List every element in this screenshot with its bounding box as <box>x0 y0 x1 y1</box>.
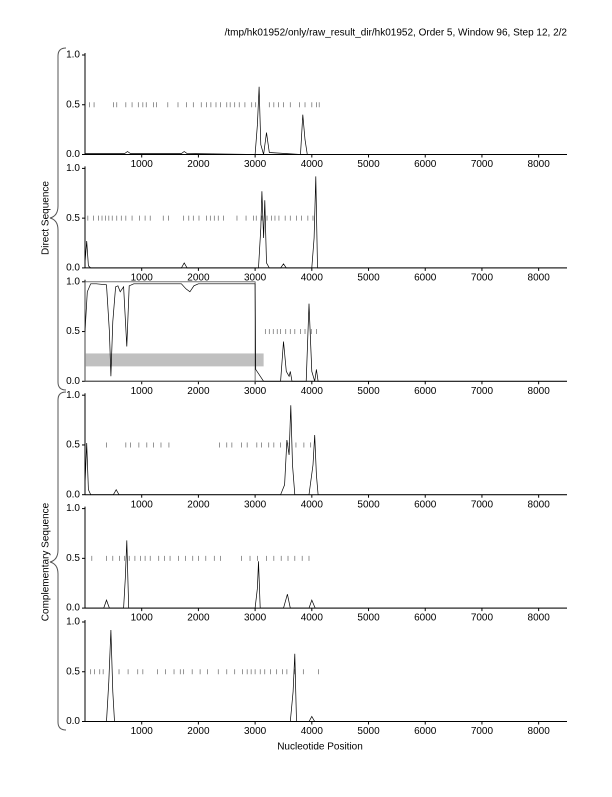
x-tick-label: 1000 <box>131 613 154 624</box>
x-tick-label: 3000 <box>244 273 267 284</box>
x-tick-label: 1000 <box>131 499 154 510</box>
x-tick-label: 4000 <box>301 613 324 624</box>
y-tick-label: 0.5 <box>66 213 80 224</box>
x-tick-label: 4000 <box>301 273 324 284</box>
x-tick-label: 8000 <box>528 726 551 737</box>
x-tick-label: 1000 <box>131 386 154 397</box>
x-tick-label: 5000 <box>357 613 380 624</box>
x-tick-label: 2000 <box>187 499 210 510</box>
probability-line <box>85 540 567 609</box>
y-tick-label: 0.0 <box>66 489 80 500</box>
x-tick-label: 2000 <box>187 613 210 624</box>
y-tick-label: 0.0 <box>66 376 80 387</box>
y-tick-label: 0.5 <box>66 553 80 564</box>
x-tick-label: 4000 <box>301 726 324 737</box>
y-tick-label: 1.0 <box>66 50 80 61</box>
probability-line <box>84 283 567 382</box>
x-tick-label: 6000 <box>414 273 437 284</box>
y-tick-label: 1.0 <box>66 503 80 514</box>
x-tick-label: 5000 <box>357 726 380 737</box>
x-tick-label: 1000 <box>131 726 154 737</box>
y-tick-label: 1.0 <box>66 390 80 401</box>
group-brace <box>49 47 67 391</box>
x-tick-label: 5000 <box>357 499 380 510</box>
y-tick-label: 0.5 <box>66 99 80 110</box>
x-tick-label: 5000 <box>357 159 380 170</box>
probability-line <box>84 176 567 269</box>
x-tick-label: 4000 <box>301 159 324 170</box>
x-tick-label: 3000 <box>244 499 267 510</box>
region <box>85 353 264 367</box>
y-tick-label: 0.0 <box>66 603 80 614</box>
y-tick-label: 0.5 <box>66 440 80 451</box>
y-tick-label: 0.0 <box>66 716 80 727</box>
y-tick-label: 1.0 <box>66 617 80 628</box>
x-tick-label: 7000 <box>471 726 494 737</box>
x-tick-label: 6000 <box>414 159 437 170</box>
group-brace <box>49 391 67 731</box>
x-tick-label: 2000 <box>187 159 210 170</box>
y-tick-label: 0.0 <box>66 263 80 274</box>
x-tick-label: 8000 <box>528 499 551 510</box>
x-tick-label: 5000 <box>357 386 380 397</box>
x-tick-label: 8000 <box>528 386 551 397</box>
probability-line <box>85 86 567 155</box>
x-tick-label: 8000 <box>528 159 551 170</box>
x-tick-label: 7000 <box>471 499 494 510</box>
x-tick-label: 8000 <box>528 613 551 624</box>
x-tick-label: 3000 <box>244 726 267 737</box>
y-tick-label: 0.5 <box>66 326 80 337</box>
x-tick-label: 1000 <box>131 159 154 170</box>
x-tick-label: 7000 <box>471 386 494 397</box>
x-tick-label: 1000 <box>131 273 154 284</box>
probability-line <box>84 405 567 496</box>
x-tick-label: 8000 <box>528 273 551 284</box>
x-tick-label: 3000 <box>244 386 267 397</box>
x-axis-label: Nucleotide Position <box>277 742 363 753</box>
x-tick-label: 3000 <box>244 159 267 170</box>
y-tick-label: 0.5 <box>66 666 80 677</box>
group-label: Complementary Sequence <box>41 502 52 621</box>
x-tick-label: 5000 <box>357 273 380 284</box>
x-tick-label: 2000 <box>187 273 210 284</box>
x-tick-label: 4000 <box>301 499 324 510</box>
x-tick-label: 3000 <box>244 613 267 624</box>
x-tick-label: 7000 <box>471 273 494 284</box>
x-tick-label: 7000 <box>471 159 494 170</box>
x-tick-label: 2000 <box>187 726 210 737</box>
x-tick-label: 2000 <box>187 386 210 397</box>
y-tick-label: 1.0 <box>66 163 80 174</box>
probability-line <box>85 629 567 722</box>
group-label: Direct Sequence <box>41 181 52 255</box>
x-tick-label: 6000 <box>414 726 437 737</box>
y-tick-label: 1.0 <box>66 276 80 287</box>
x-tick-label: 4000 <box>301 386 324 397</box>
x-tick-label: 6000 <box>414 386 437 397</box>
x-tick-label: 7000 <box>471 613 494 624</box>
x-tick-label: 6000 <box>414 499 437 510</box>
page-title: /tmp/hk01952/only/raw_result_dir/hk01952… <box>225 28 568 39</box>
y-tick-label: 0.0 <box>66 149 80 160</box>
x-tick-label: 6000 <box>414 613 437 624</box>
